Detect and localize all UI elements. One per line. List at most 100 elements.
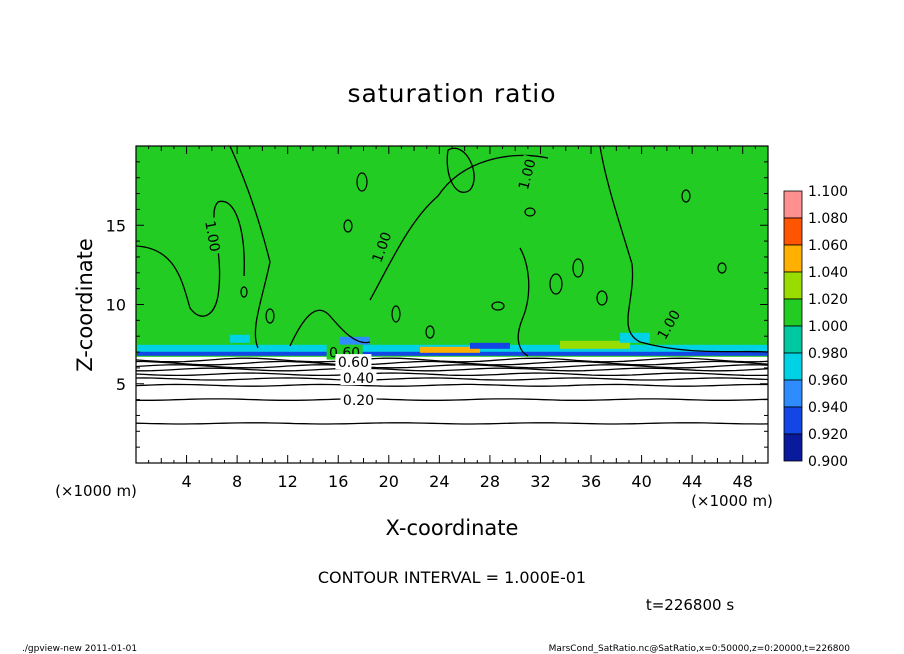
colorbar-label: 1.080 <box>808 211 848 227</box>
x-axis-unit: (×1000 m) <box>691 492 773 510</box>
field-patch <box>340 336 370 345</box>
contour-line <box>136 398 768 401</box>
contour-line <box>136 422 768 425</box>
contour-line <box>136 364 768 369</box>
contour-line <box>136 383 768 387</box>
contour-line <box>289 309 371 347</box>
contour-line <box>491 301 505 311</box>
x-axis: 4 8 12 16 20 24 28 32 36 40 44 48 <box>148 146 756 491</box>
x-tick-label: 44 <box>682 472 702 491</box>
y-axis-unit: (×1000 m) <box>55 482 137 500</box>
contour-label-text: 1.00 <box>516 157 540 191</box>
contour-label-bg <box>335 354 372 370</box>
contour-line <box>229 146 271 349</box>
contour-label: 0.40 <box>340 370 377 387</box>
field-patch <box>420 346 480 353</box>
contour-line <box>681 189 691 203</box>
colorbar-label: 0.960 <box>808 373 848 389</box>
contour-label-bg <box>367 227 395 267</box>
contour-line <box>446 147 475 193</box>
contour-label-bg <box>202 217 224 256</box>
contour-label-bg <box>340 370 377 385</box>
contour-line <box>265 308 275 324</box>
colorbar-label: 1.020 <box>808 292 848 308</box>
x-tick-label: 8 <box>232 472 242 491</box>
x-tick-label: 40 <box>631 472 651 491</box>
field-patch <box>620 332 650 343</box>
contour-label: 0.20 <box>340 392 377 409</box>
plot-area: 1.00 1.001.001.000.600.600.400.20 <box>136 146 768 463</box>
contour-line <box>136 372 768 377</box>
colorbar: 0.900 0.920 0.940 0.960 0.980 1.000 1.020 1.040… <box>783 184 848 470</box>
colorbar-label: 0.920 <box>808 427 848 443</box>
contour-label-bg <box>340 392 377 408</box>
x-tick-label: 28 <box>480 472 500 491</box>
colorbar-label: 0.980 <box>808 346 848 362</box>
contour-line <box>549 273 563 295</box>
contour-line <box>572 258 584 278</box>
x-axis-label: X-coordinate <box>386 516 519 540</box>
footer-data-source: MarsCond_SatRatio.nc@SatRatio,x=0:50000,… <box>549 644 851 654</box>
colorbar-segment <box>783 271 803 300</box>
contour-line <box>517 247 530 357</box>
contour-line <box>136 200 245 317</box>
colorbar-label: 0.900 <box>808 454 848 470</box>
x-tick-label: 16 <box>328 472 348 491</box>
colorbar-segment <box>783 325 803 354</box>
contour-label-text: 0.60 <box>338 355 369 371</box>
y-axis: 5 10 15 <box>106 161 768 448</box>
colorbar-segment <box>783 406 803 435</box>
colorbar-segment <box>783 298 803 327</box>
colorbar-segment <box>783 244 803 273</box>
footer-program-date: ./gpview-new 2011-01-01 <box>22 644 137 654</box>
contour-interval-note: CONTOUR INTERVAL = 1.000E-01 <box>318 568 586 587</box>
contour-line <box>136 360 768 366</box>
contour-line <box>524 207 536 217</box>
contour-label-bg <box>514 154 539 194</box>
contour-line <box>136 377 768 381</box>
colorbar-label: 1.040 <box>808 265 848 281</box>
x-tick-label: 20 <box>379 472 399 491</box>
contour-line <box>343 219 353 233</box>
contour-line <box>391 305 401 323</box>
y-axis-label: Z-coordinate <box>73 238 97 372</box>
x-tick-label: 36 <box>581 472 601 491</box>
colorbar-label: 1.000 <box>808 319 848 335</box>
field-features <box>137 332 767 356</box>
x-tick-label: 12 <box>278 472 298 491</box>
x-tick-label: 32 <box>530 472 550 491</box>
contour-label-bg <box>652 305 684 344</box>
time-stamp: t=226800 s <box>646 596 734 614</box>
colorbar-segment <box>783 190 803 219</box>
contour-line <box>240 286 248 298</box>
colorbar-label: 0.940 <box>808 400 848 416</box>
contour-label: 1.00 <box>514 154 540 194</box>
colorbar-segment <box>783 379 803 408</box>
contour-line <box>596 290 608 306</box>
contour-line <box>356 172 368 192</box>
chart-title: saturation ratio <box>347 79 556 108</box>
contour-line <box>425 325 435 339</box>
y-tick-label: 15 <box>106 216 126 235</box>
contour-label-text: 1.00 <box>201 220 222 253</box>
contour-labels: 1.00 1.001.001.000.600.600.400.20 <box>201 154 684 409</box>
x-tick-label: 24 <box>429 472 449 491</box>
colorbar-segment <box>783 433 803 462</box>
contour-label-text: 0.40 <box>343 371 374 387</box>
field-patch <box>230 334 250 343</box>
colorbar-segment <box>783 352 803 381</box>
colorbar-label: 1.060 <box>808 238 848 254</box>
field-patch <box>560 340 630 349</box>
y-tick-label: 10 <box>106 296 126 315</box>
subsaturated-region <box>136 356 768 463</box>
contour-label: 0.60 <box>335 354 372 371</box>
contour-line <box>599 146 768 353</box>
x-tick-label: 48 <box>733 472 753 491</box>
field-patch <box>470 342 510 349</box>
x-tick-label: 4 <box>181 472 191 491</box>
field-patch <box>137 351 767 356</box>
colorbar-segment <box>783 217 803 246</box>
y-tick-label: 5 <box>116 375 126 394</box>
contour-label: 1.00 <box>201 217 224 256</box>
